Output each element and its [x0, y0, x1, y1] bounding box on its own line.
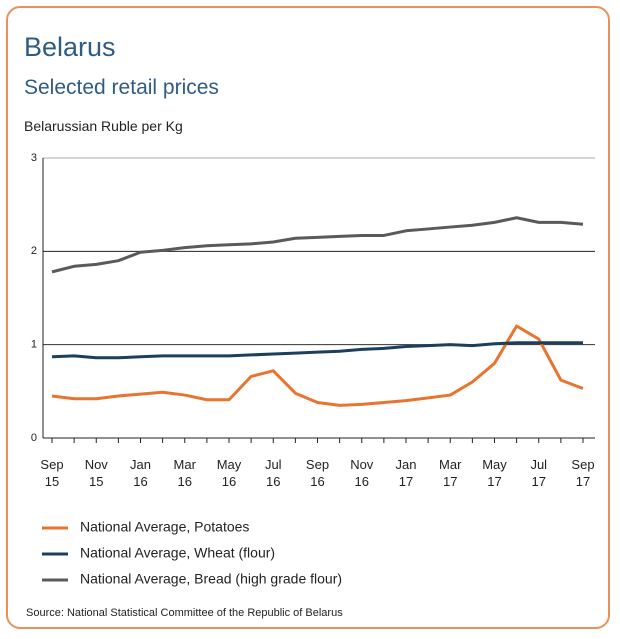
x-tick-label: Nov 15 [84, 457, 108, 489]
x-tick-label: Sep 16 [305, 457, 330, 489]
x-tick-label: Jul 16 [264, 457, 282, 489]
line-series [51, 216, 584, 274]
x-tick-label: Sep 17 [571, 457, 595, 489]
x-tick-label: Mar 17 [439, 457, 462, 489]
x-tick-label: Sep 15 [40, 457, 64, 489]
y-tick-label: 2 [31, 245, 37, 257]
y-axis-label: Belarussian Ruble per Kg [24, 118, 183, 134]
legend-label: National Average, Potatoes [80, 519, 249, 535]
x-tick-label: May 17 [482, 457, 507, 489]
x-tick-label: Jan 17 [395, 457, 417, 489]
source: Source: National Statistical Committee o… [26, 607, 343, 619]
x-tick-label: Jan 16 [130, 457, 151, 489]
y-tick-label: 1 [31, 339, 37, 351]
x-tick-label: Mar 16 [173, 457, 196, 489]
x-tick-label: Jul 17 [530, 457, 548, 489]
x-tick-label: May 16 [216, 457, 242, 489]
line-series [51, 341, 583, 360]
y-tick-label: 3 [31, 152, 37, 164]
line-series [51, 324, 584, 407]
chart-subtitle: Selected retail prices [24, 76, 219, 99]
frame [6, 6, 610, 629]
legend-label: National Average, Bread (high grade flou… [80, 571, 342, 587]
legend-label: National Average, Wheat (flour) [80, 545, 275, 561]
y-tick-label: 0 [31, 432, 37, 444]
x-tick-label: Nov 16 [350, 457, 374, 489]
chart-title: Belarus [24, 32, 116, 62]
